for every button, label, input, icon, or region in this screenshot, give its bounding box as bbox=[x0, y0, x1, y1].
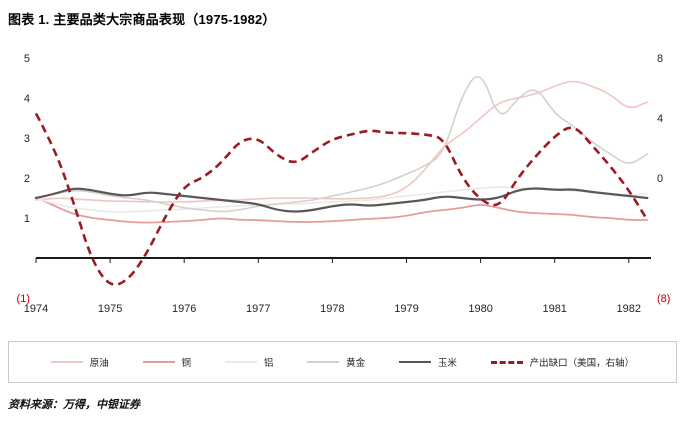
legend-label-copper: 铜 bbox=[181, 358, 192, 369]
legend-swatch-corn bbox=[398, 361, 431, 363]
series-line-corn bbox=[34, 187, 649, 213]
legend-item-gold: 黄金 bbox=[307, 355, 365, 369]
series-line-crude-oil bbox=[35, 80, 649, 203]
source-note: 资料来源：万得，中银证券 bbox=[8, 399, 140, 411]
x-axis-tick-label: 1981 bbox=[542, 303, 566, 315]
legend-swatch-crude-oil bbox=[50, 361, 83, 363]
legend-item-corn: 玉米 bbox=[398, 355, 457, 369]
legend-item-copper: 铜 bbox=[142, 355, 192, 369]
left-axis-tick-label: 4 bbox=[24, 93, 30, 105]
legend-item-crude-oil: 原油 bbox=[50, 355, 109, 369]
series-line-gold bbox=[35, 76, 649, 213]
legend-swatch-gold bbox=[307, 361, 340, 363]
left-axis-tick-label: (1) bbox=[17, 293, 30, 305]
x-axis-tick-label: 1978 bbox=[320, 303, 344, 315]
x-axis-tick-label: 1982 bbox=[617, 303, 641, 315]
left-axis-tick-label: 1 bbox=[24, 213, 30, 225]
legend-swatch-output-gap-us bbox=[490, 360, 523, 364]
legend-swatch-copper bbox=[142, 361, 175, 363]
left-axis-tick-label: 3 bbox=[24, 133, 30, 145]
right-axis-tick-label: (8) bbox=[657, 293, 670, 305]
x-axis-tick-label: 1980 bbox=[468, 303, 492, 315]
x-axis-tick-label: 1975 bbox=[98, 303, 122, 315]
legend: 原油 铜 铝 黄金 玉米 产出缺口（美国，右轴） bbox=[8, 341, 677, 383]
x-axis-tick-label: 1977 bbox=[246, 303, 270, 315]
left-axis-tick-label: 2 bbox=[24, 173, 30, 185]
legend-label-crude-oil: 原油 bbox=[89, 358, 109, 369]
legend-label-corn: 玉米 bbox=[437, 358, 457, 369]
left-axis-tick-label: 5 bbox=[24, 53, 30, 65]
legend-item-aluminum: 铝 bbox=[224, 355, 274, 369]
series-line-copper bbox=[35, 196, 649, 224]
x-axis-tick-label: 1979 bbox=[394, 303, 418, 315]
chart-title: 图表 1. 主要品类大宗商品表现（1975-1982） bbox=[8, 12, 276, 27]
plot-svg: 1974 1975 1976 1977 1978 1979 1980 1981 1982 5 4 3 2… bbox=[17, 53, 671, 315]
series-line-output-gap-us bbox=[34, 112, 649, 286]
legend-item-output-gap-us: 产出缺口（美国，右轴） bbox=[490, 355, 635, 369]
right-axis-tick-label: 4 bbox=[657, 113, 663, 125]
legend-label-gold: 黄金 bbox=[346, 358, 366, 369]
right-axis-tick-label: 0 bbox=[657, 173, 663, 185]
x-axis-tick-label: 1974 bbox=[24, 303, 48, 315]
right-axis-tick-label: 8 bbox=[657, 53, 663, 65]
x-axis-tick-label: 1976 bbox=[172, 303, 196, 315]
legend-label-aluminum: 铝 bbox=[263, 358, 274, 369]
legend-label-output-gap-us: 产出缺口（美国，右轴） bbox=[529, 358, 635, 369]
legend-swatch-aluminum bbox=[224, 361, 257, 363]
